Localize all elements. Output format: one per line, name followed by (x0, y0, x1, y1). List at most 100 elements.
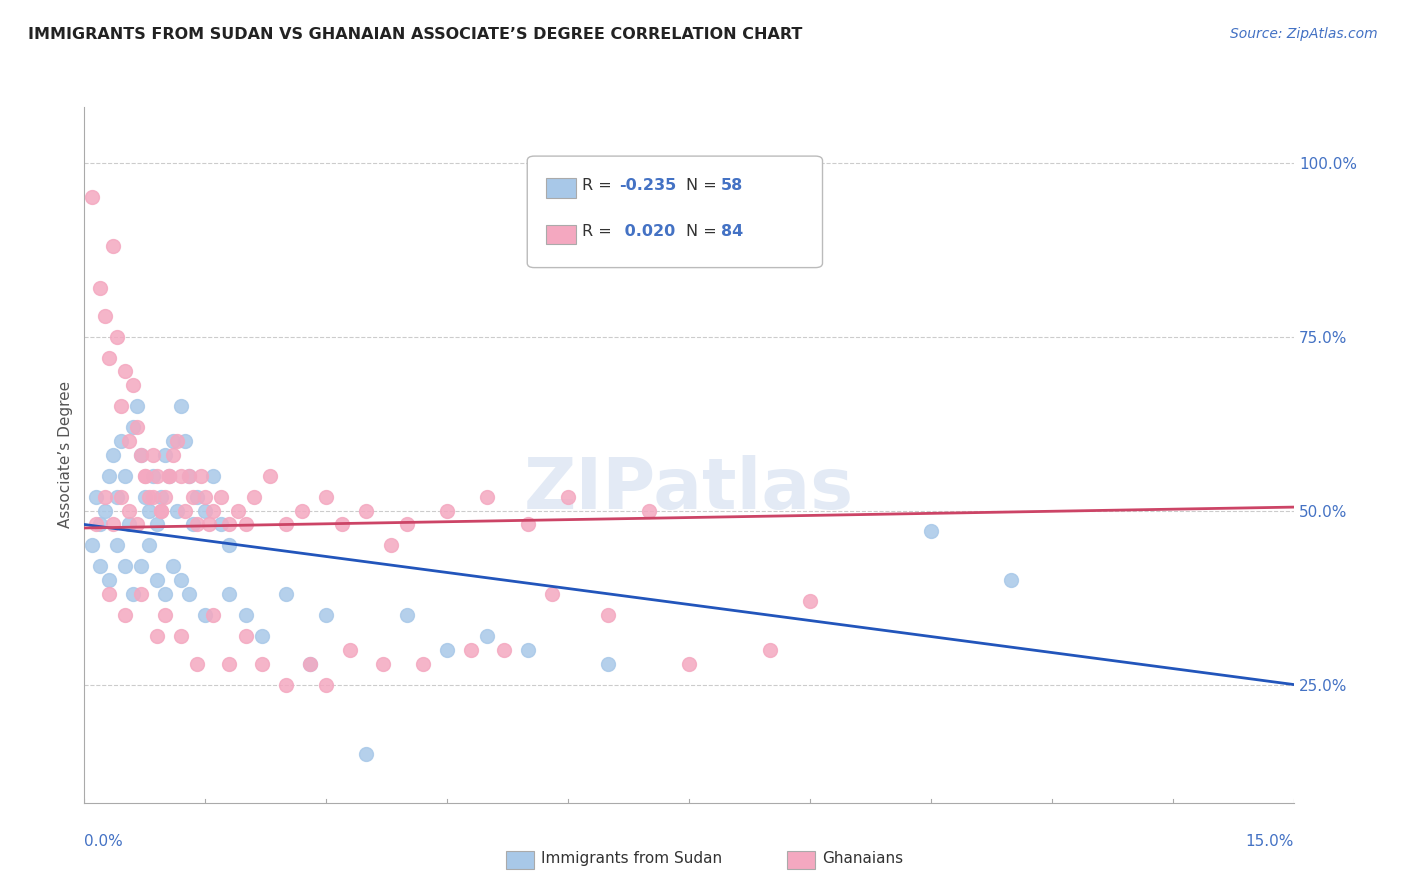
Point (86, 517, 108, 532)
Point (142, 448, 165, 462)
Text: 0.020: 0.020 (619, 225, 675, 239)
Point (129, 587, 152, 601)
Point (758, 642, 780, 657)
Point (125, 517, 148, 532)
Point (118, 434, 141, 448)
Point (315, 607, 337, 622)
Point (235, 517, 257, 532)
Text: Source: ZipAtlas.com: Source: ZipAtlas.com (1230, 27, 1378, 41)
Point (315, 677, 337, 691)
Point (93, 309, 115, 323)
Point (598, 657, 620, 671)
Point (371, 657, 394, 671)
Point (89, 559, 111, 574)
Text: IMMIGRANTS FROM SUDAN VS GHANAIAN ASSOCIATE’S DEGREE CORRELATION CHART: IMMIGRANTS FROM SUDAN VS GHANAIAN ASSOCI… (28, 27, 803, 42)
Point (149, 503, 172, 517)
Point (121, 587, 143, 601)
Point (125, 399, 148, 413)
Point (356, 747, 378, 761)
Point (274, 587, 297, 601)
Point (86, 490, 108, 504)
Point (678, 657, 700, 671)
Text: R =: R = (582, 178, 617, 193)
Point (97, 587, 120, 601)
Point (101, 517, 124, 532)
Point (181, 517, 204, 532)
Point (114, 559, 136, 574)
Text: 84: 84 (721, 225, 744, 239)
Point (105, 490, 128, 504)
Text: 0.0%: 0.0% (84, 834, 124, 849)
Point (174, 503, 197, 517)
Point (218, 538, 240, 552)
Point (541, 587, 564, 601)
Point (202, 503, 225, 517)
Point (125, 420, 148, 434)
Point (110, 399, 132, 413)
Point (166, 434, 188, 448)
Point (153, 448, 176, 462)
Point (162, 559, 184, 574)
Point (250, 629, 273, 643)
Point (179, 468, 201, 483)
Point (259, 468, 281, 483)
Point (291, 503, 314, 517)
Text: N =: N = (686, 178, 723, 193)
Text: ZIPatlas: ZIPatlas (524, 455, 853, 524)
Point (190, 468, 212, 483)
Point (194, 503, 217, 517)
Point (134, 468, 156, 483)
Point (637, 503, 659, 517)
Point (138, 490, 160, 504)
Point (395, 607, 418, 622)
Point (516, 642, 538, 657)
Point (186, 657, 208, 671)
Point (153, 490, 176, 504)
Point (299, 657, 322, 671)
Point (157, 468, 180, 483)
Point (186, 490, 208, 504)
Point (89, 517, 111, 532)
Point (339, 642, 361, 657)
Point (82, 538, 104, 552)
Point (477, 629, 499, 643)
Point (218, 517, 240, 532)
Point (166, 503, 188, 517)
Point (149, 490, 172, 504)
Point (146, 573, 169, 587)
Point (460, 642, 482, 657)
Point (209, 490, 232, 504)
Point (274, 677, 297, 691)
Point (97, 351, 120, 365)
Point (194, 490, 217, 504)
Point (1000, 573, 1022, 587)
Point (315, 490, 337, 504)
Point (134, 468, 156, 483)
Point (218, 657, 240, 671)
Point (436, 503, 458, 517)
Point (209, 517, 232, 532)
Point (330, 517, 353, 532)
Point (129, 559, 152, 574)
Point (105, 538, 128, 552)
Point (101, 239, 124, 253)
Point (134, 490, 156, 504)
Point (138, 503, 160, 517)
Point (170, 629, 193, 643)
Point (97, 468, 120, 483)
Point (516, 517, 538, 532)
Point (198, 517, 221, 532)
Y-axis label: Associate’s Degree: Associate’s Degree (58, 382, 73, 528)
Point (250, 657, 273, 671)
Point (202, 607, 225, 622)
Point (82, 190, 104, 204)
Point (114, 468, 136, 483)
Point (170, 399, 193, 413)
Point (121, 378, 143, 392)
Point (89, 281, 111, 295)
Point (598, 607, 620, 622)
Point (129, 448, 152, 462)
Point (142, 490, 165, 504)
Text: R =: R = (582, 225, 617, 239)
Point (274, 517, 297, 532)
